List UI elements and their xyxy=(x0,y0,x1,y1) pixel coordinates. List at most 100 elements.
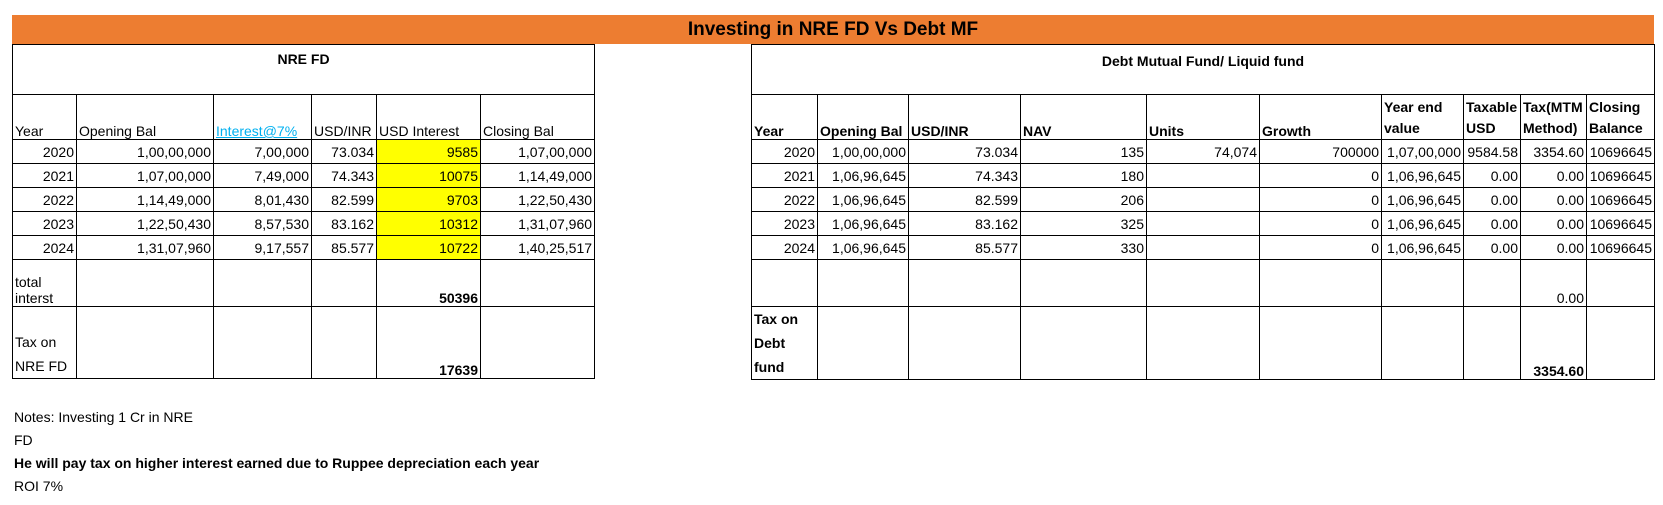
cell-taxable-usd: 0.00 xyxy=(1463,211,1521,236)
col-header-interest[interactable]: Interest@7% xyxy=(213,94,312,140)
cell-year: 2021 xyxy=(751,163,818,188)
cell-usd-inr: 85.577 xyxy=(908,235,1021,260)
cell-year: 2024 xyxy=(751,235,818,260)
cell-growth: 700000 xyxy=(1259,139,1382,164)
cell-taxable-usd: 9584.58 xyxy=(1463,139,1521,164)
cell-closing-balance: 10696645 xyxy=(1586,235,1655,260)
cell-year-end-value: 1,06,96,645 xyxy=(1381,211,1464,236)
cell-closing-balance: 10696645 xyxy=(1586,163,1655,188)
cell-year: 2021 xyxy=(12,163,77,188)
cell-closing-bal: 1,40,25,517 xyxy=(479,235,596,260)
total-interest-label: total interst xyxy=(12,259,77,307)
table-row: 2020 1,00,00,000 7,00,000 73.034 9585 1,… xyxy=(12,139,596,164)
cell-opening-bal: 1,06,96,645 xyxy=(817,211,909,236)
cell-nav: 135 xyxy=(1020,139,1147,164)
cell-opening-bal: 1,06,96,645 xyxy=(817,187,909,212)
cell-opening-bal: 1,31,07,960 xyxy=(76,235,214,260)
col-header-usd-interest: USD Interest xyxy=(376,94,481,140)
cell-year-end-value: 1,06,96,645 xyxy=(1381,187,1464,212)
total-row: total interst 50396 xyxy=(12,259,596,307)
col-header-taxable-usd: Taxable USD xyxy=(1463,94,1521,140)
interest-rate-link[interactable]: Interest@7% xyxy=(216,123,298,139)
cell-nav: 180 xyxy=(1020,163,1147,188)
cell-tax: 0.00 xyxy=(1520,187,1587,212)
notes-line: ROI 7% xyxy=(14,478,64,494)
table-row: 2021 1,07,00,000 7,49,000 74.343 10075 1… xyxy=(12,163,596,188)
cell-year: 2020 xyxy=(751,139,818,164)
cell-closing-balance: 10696645 xyxy=(1586,187,1655,212)
cell-taxable-usd: 0.00 xyxy=(1463,235,1521,260)
tax-on-debt-fund-value: 3354.60 xyxy=(1520,306,1587,380)
tax-on-nre-fd-value: 17639 xyxy=(376,306,481,379)
cell-opening-bal: 1,14,49,000 xyxy=(76,187,214,212)
cell-closing-bal: 1,14,49,000 xyxy=(479,163,596,188)
cell-growth: 0 xyxy=(1259,163,1382,188)
cell-year: 2023 xyxy=(751,211,818,236)
col-header-growth: Growth xyxy=(1259,94,1382,140)
cell-growth: 0 xyxy=(1259,187,1382,212)
debt-header-row: Year Opening Bal USD/INR NAV Units Growt… xyxy=(751,94,1655,140)
cell-units: 74,074 xyxy=(1146,139,1260,164)
table-row: 2022 1,14,49,000 8,01,430 82.599 9703 1,… xyxy=(12,187,596,212)
cell-tax: 0.00 xyxy=(1520,235,1587,260)
cell-nav: 206 xyxy=(1020,187,1147,212)
cell-units xyxy=(1146,211,1260,236)
tax-on-debt-fund-label: Tax on Debt fund xyxy=(751,306,818,380)
cell-nav: 330 xyxy=(1020,235,1147,260)
cell-interest: 7,49,000 xyxy=(213,163,312,188)
col-header-closing-balance: Closing Balance xyxy=(1586,94,1655,140)
cell-closing-bal: 1,31,07,960 xyxy=(479,211,596,236)
total-row: 0.00 xyxy=(751,259,1655,307)
col-header-year-end-value: Year end value xyxy=(1381,94,1464,140)
col-header-nav: NAV xyxy=(1020,94,1147,140)
cell-usd-interest: 9703 xyxy=(376,187,481,212)
cell-year-end-value: 1,06,96,645 xyxy=(1381,235,1464,260)
col-header-usd-inr: USD/INR xyxy=(908,94,1021,140)
notes-line: FD xyxy=(14,432,33,448)
cell-closing-bal: 1,07,00,000 xyxy=(479,139,596,164)
total-tax-value: 0.00 xyxy=(1520,259,1587,307)
cell-year: 2022 xyxy=(12,187,77,212)
nre-header-row: Year Opening Bal Interest@7% USD/INR USD… xyxy=(12,94,596,140)
notes-line: He will pay tax on higher interest earne… xyxy=(14,455,540,471)
tax-on-nre-fd-label: Tax on NRE FD xyxy=(12,306,77,379)
notes-section: Notes: Investing 1 Cr in NRE FD He will … xyxy=(14,406,539,498)
cell-units xyxy=(1146,187,1260,212)
total-interest-value: 50396 xyxy=(376,259,481,307)
col-header-year: Year xyxy=(751,94,818,140)
col-header-opening-bal: Opening Bal xyxy=(76,94,214,140)
cell-nav: 325 xyxy=(1020,211,1147,236)
cell-growth: 0 xyxy=(1259,211,1382,236)
cell-year: 2023 xyxy=(12,211,77,236)
nre-fd-title: NRE FD xyxy=(11,44,596,95)
cell-usd-inr: 82.599 xyxy=(311,187,377,212)
cell-closing-bal: 1,22,50,430 xyxy=(479,187,596,212)
page-title: Investing in NRE FD Vs Debt MF xyxy=(12,15,1654,44)
cell-year-end-value: 1,07,00,000 xyxy=(1381,139,1464,164)
cell-opening-bal: 1,07,00,000 xyxy=(76,163,214,188)
cell-usd-inr: 74.343 xyxy=(311,163,377,188)
cell-growth: 0 xyxy=(1259,235,1382,260)
table-row: 2022 1,06,96,645 82.599 206 0 1,06,96,64… xyxy=(751,187,1655,212)
cell-closing-balance: 10696645 xyxy=(1586,139,1655,164)
cell-units xyxy=(1146,235,1260,260)
cell-opening-bal: 1,06,96,645 xyxy=(817,163,909,188)
col-header-opening-bal: Opening Bal xyxy=(817,94,909,140)
cell-opening-bal: 1,00,00,000 xyxy=(817,139,909,164)
cell-opening-bal: 1,06,96,645 xyxy=(817,235,909,260)
table-row: 2020 1,00,00,000 73.034 135 74,074 70000… xyxy=(751,139,1655,164)
notes-line: Notes: Investing 1 Cr in NRE xyxy=(14,409,193,425)
cell-usd-inr: 85.577 xyxy=(311,235,377,260)
cell-usd-interest: 10075 xyxy=(376,163,481,188)
cell-year: 2020 xyxy=(12,139,77,164)
cell-interest: 8,01,430 xyxy=(213,187,312,212)
cell-opening-bal: 1,22,50,430 xyxy=(76,211,214,236)
cell-tax: 0.00 xyxy=(1520,211,1587,236)
debt-fund-title: Debt Mutual Fund/ Liquid fund xyxy=(751,44,1655,95)
cell-usd-interest: 10722 xyxy=(376,235,481,260)
cell-usd-inr: 73.034 xyxy=(908,139,1021,164)
col-header-closing-bal: Closing Bal xyxy=(479,94,596,140)
table-row: 2023 1,06,96,645 83.162 325 0 1,06,96,64… xyxy=(751,211,1655,236)
cell-interest: 9,17,557 xyxy=(213,235,312,260)
cell-tax: 0.00 xyxy=(1520,163,1587,188)
